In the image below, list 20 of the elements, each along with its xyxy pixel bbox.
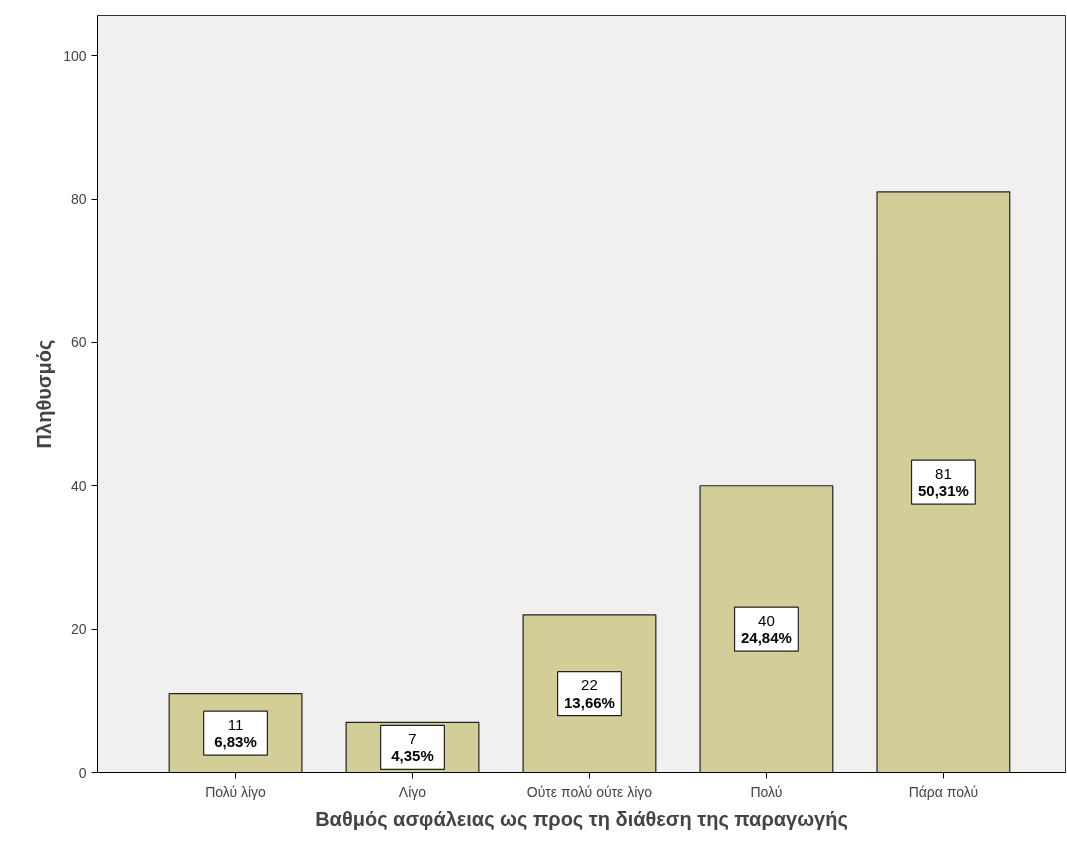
x-tick-label: Ούτε πολύ ούτε λίγο [526,783,653,800]
y-tick-label: 20 [70,621,87,638]
y-tick-label: 40 [70,477,87,494]
y-tick-label: 60 [70,334,87,351]
x-tick-label: Πάρα πολύ [908,783,979,800]
data-label: 81 50,31% [917,464,969,500]
y-tick-label: 100 [63,47,87,64]
x-tick-label: Λίγο [398,783,427,800]
x-tick-label: Πολύ λίγο [205,783,267,800]
bar [699,485,834,773]
data-label: 11 6,83% [214,715,257,751]
data-label: 22 13,66% [564,676,615,711]
y-tick-label: 0 [78,764,87,781]
x-tick-label: Πολύ [750,783,783,800]
x-axis-title: Βαθμός ασφάλειας ως προς τη διάθεση της παραγωγής [315,807,848,830]
data-label: 40 24,84% [740,611,792,647]
y-axis-title: Πληθυσμός [33,339,56,449]
bar [876,191,1011,773]
y-tick-label: 80 [70,191,87,208]
data-label: 7 4,35% [391,729,434,765]
